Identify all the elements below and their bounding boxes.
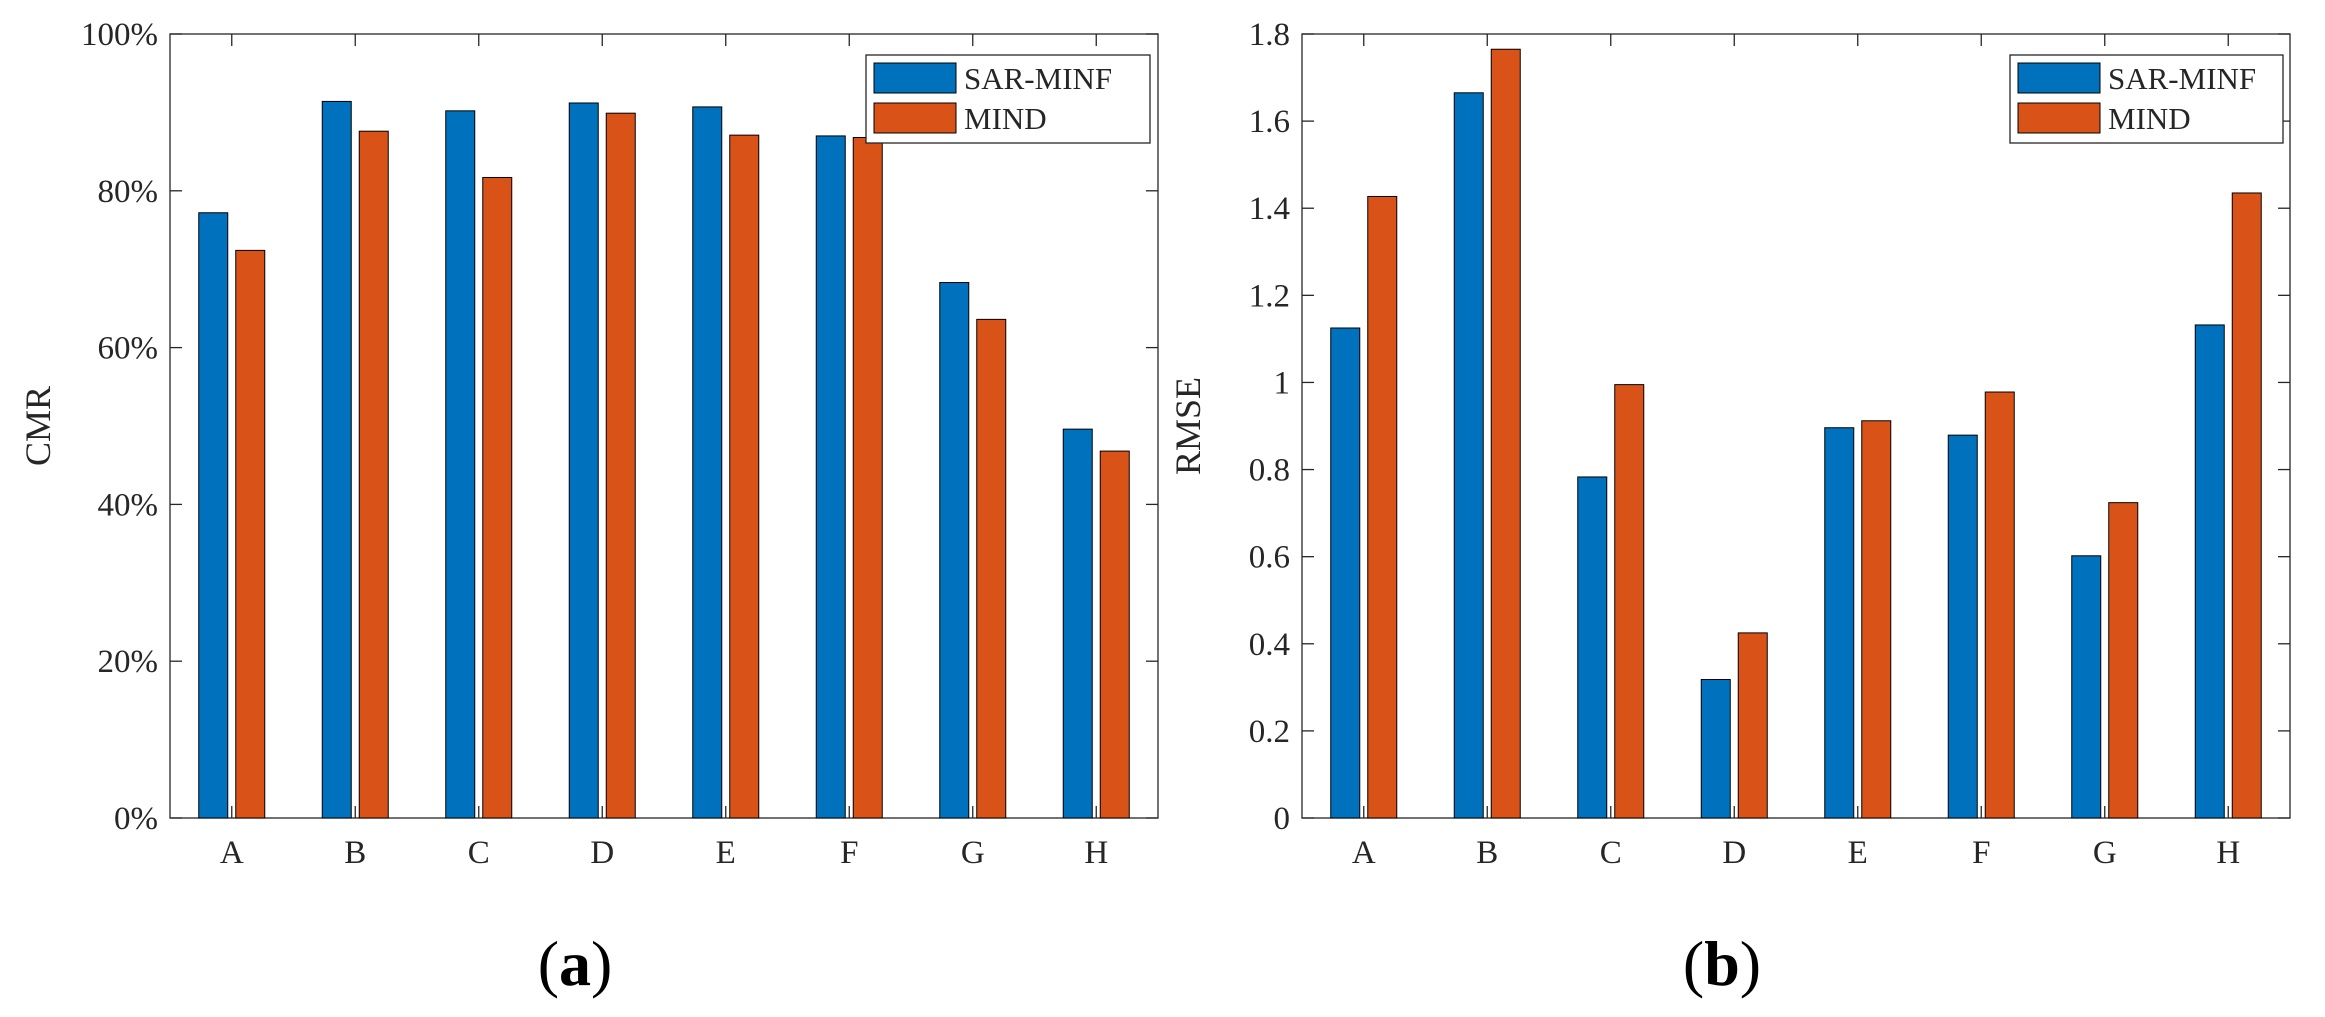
bar-mind-d <box>1737 632 1768 819</box>
bar-mind-h <box>2231 192 2262 819</box>
bar-mind-c <box>482 176 513 819</box>
chart-b-rmse: 0 0.2 0.4 0.6 0.8 1 1.2 1.4 1.6 1.8 A B C D E F G H RMSE SA… <box>1168 17 2291 871</box>
x-tick-label: D <box>590 835 614 871</box>
y-tick-label: 80% <box>98 174 159 210</box>
bar-sar-minf-g <box>939 282 970 819</box>
x-tick-label: H <box>2216 835 2240 871</box>
x-tick-label: H <box>1084 835 1108 871</box>
bar-sar-minf-c <box>445 110 476 819</box>
bar-sar-minf-d <box>1700 678 1731 819</box>
bar-sar-minf-d <box>568 102 599 819</box>
bar-mind-a <box>235 249 266 819</box>
y-axis-label: CMR <box>18 386 58 466</box>
bar-sar-minf-e <box>692 106 723 819</box>
y-tick-label: 1.6 <box>1249 104 1290 140</box>
legend-label: MIND <box>964 101 1047 136</box>
panel-label-b: (b) <box>1683 928 1761 999</box>
bar-sar-minf-c <box>1577 476 1608 819</box>
bar-sar-minf-f <box>815 135 846 819</box>
legend-label: SAR-MINF <box>2108 61 2256 96</box>
axes-box <box>169 33 1159 819</box>
bar-mind-a <box>1367 195 1398 819</box>
y-tick-label: 60% <box>98 331 159 367</box>
chart-a-cmr: 0% 20% 40% 60% 80% 100% A B C D E F G H CMR SAR-MINF MIN… <box>18 17 1159 871</box>
x-tick-label: A <box>1352 835 1376 871</box>
y-tick-label: 20% <box>98 644 159 680</box>
y-tick-label: 0% <box>114 801 158 837</box>
bar-sar-minf-b <box>321 100 352 819</box>
y-tick-label: 0.8 <box>1249 453 1290 489</box>
y-tick-label: 1.4 <box>1249 191 1290 227</box>
y-tick-label: 0.2 <box>1249 714 1290 750</box>
y-tick-label: 0 <box>1274 801 1291 837</box>
x-tick-label: E <box>1848 835 1868 871</box>
y-tick-label: 0.4 <box>1249 627 1290 663</box>
legend-swatch-mind <box>2017 102 2101 134</box>
x-tick-label: C <box>1600 835 1622 871</box>
bar-sar-minf-a <box>1330 327 1361 819</box>
bar-mind-f <box>1984 391 2015 819</box>
axes-box <box>1301 33 2291 819</box>
x-tick-label: C <box>468 835 490 871</box>
panel-label-a: (a) <box>538 928 613 999</box>
bar-mind-e <box>729 134 760 819</box>
bar-sar-minf-f <box>1947 434 1978 819</box>
bar-sar-minf-g <box>2071 555 2102 819</box>
bar-sar-minf-a <box>198 212 229 819</box>
y-tick-label: 1.8 <box>1249 17 1290 53</box>
legend-swatch-sar-minf <box>873 62 957 94</box>
legend-swatch-mind <box>873 102 957 134</box>
x-tick-label: G <box>961 835 985 871</box>
legend: SAR-MINF MIND <box>865 54 1151 144</box>
x-tick-label: G <box>2093 835 2117 871</box>
x-tick-label: B <box>1476 835 1498 871</box>
bar-sar-minf-e <box>1824 427 1855 819</box>
x-tick-label: A <box>220 835 244 871</box>
legend: SAR-MINF MIND <box>2009 54 2284 144</box>
x-tick-label: B <box>344 835 366 871</box>
bar-mind-c <box>1614 384 1645 819</box>
bar-mind-e <box>1861 420 1892 819</box>
y-tick-label: 40% <box>98 487 159 523</box>
bar-mind-f <box>852 136 883 819</box>
bar-sar-minf-h <box>2194 324 2225 819</box>
x-tick-label: E <box>716 835 736 871</box>
y-tick-label: 1 <box>1274 365 1291 401</box>
bar-mind-g <box>2108 502 2139 819</box>
x-tick-label: F <box>840 835 858 871</box>
y-tick-label: 1.2 <box>1249 278 1290 314</box>
bar-mind-h <box>1099 450 1130 819</box>
bar-mind-g <box>976 318 1007 819</box>
x-tick-label: F <box>1972 835 1990 871</box>
bar-mind-d <box>605 112 636 819</box>
bar-sar-minf-b <box>1453 92 1484 819</box>
legend-swatch-sar-minf <box>2017 62 2101 94</box>
y-axis-label: RMSE <box>1168 377 1208 475</box>
bar-sar-minf-h <box>1062 428 1093 819</box>
legend-label: SAR-MINF <box>964 61 1112 96</box>
y-tick-label: 0.6 <box>1249 540 1290 576</box>
bar-mind-b <box>358 130 389 819</box>
legend-label: MIND <box>2108 101 2191 136</box>
y-tick-label: 100% <box>81 17 158 53</box>
bar-mind-b <box>1490 48 1521 819</box>
x-tick-label: D <box>1722 835 1746 871</box>
